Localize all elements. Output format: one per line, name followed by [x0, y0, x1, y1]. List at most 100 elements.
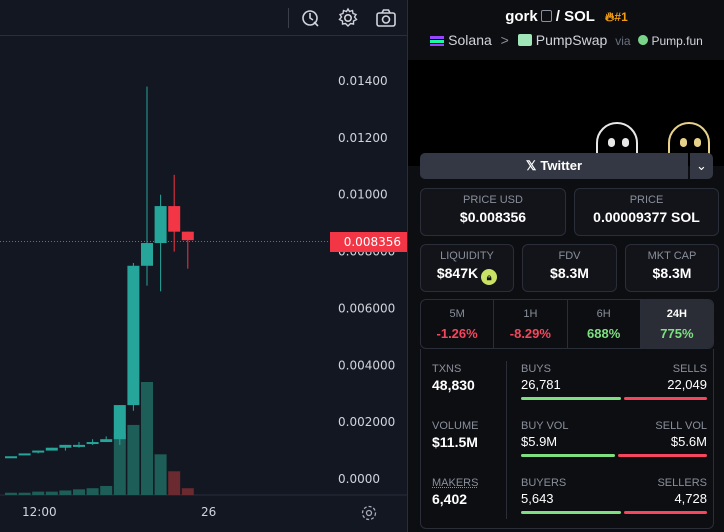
stats-divider	[506, 361, 507, 519]
pair-title: gork / SOL 🔥︎#1	[408, 8, 724, 25]
price-change: 688%	[587, 326, 621, 341]
toolbar-divider	[288, 8, 289, 28]
price-usd-label: PRICE USD	[463, 194, 523, 206]
liquidity-box: LIQUIDITY $847K 🔒︎	[420, 244, 514, 292]
txns-value: 48,830	[432, 377, 475, 393]
chart-toolbar	[0, 0, 407, 36]
sellvol-label: SELL VOL	[655, 420, 707, 432]
txns-stat: TXNS 48,830	[432, 363, 475, 393]
volume-bar	[73, 489, 85, 495]
candle-body	[18, 453, 31, 456]
pair-separator: /	[555, 8, 560, 25]
mcap-value: $8.3M	[652, 265, 692, 281]
candle-body	[141, 243, 153, 266]
volume-bar	[32, 491, 45, 495]
volume-value: $11.5M	[432, 434, 478, 450]
x-logo-icon: 𝕏	[525, 158, 537, 173]
quote-symbol: SOL	[564, 8, 595, 25]
price-change: -1.26%	[436, 326, 478, 341]
mcap-box: MKT CAP $8.3M	[625, 244, 719, 292]
liquidity-label: LIQUIDITY	[440, 250, 494, 262]
sellers-label: SELLERS	[657, 477, 707, 489]
candle-body	[59, 444, 72, 448]
gear-icon[interactable]	[337, 7, 359, 29]
tab-label: 5M	[449, 308, 465, 320]
sellvol-value: $5.6M	[670, 434, 707, 449]
price-native-box: PRICE 0.00009377 SOL	[574, 188, 719, 236]
sellers-value: 4,728	[674, 491, 707, 506]
buys-value: 26,781	[521, 377, 561, 392]
price-change: 775%	[660, 326, 694, 341]
via-label: via	[615, 34, 631, 48]
copy-icon[interactable]	[540, 10, 552, 22]
camera-icon[interactable]	[375, 7, 397, 29]
volume-bar	[59, 490, 72, 495]
buys-sells-stat: BUYS SELLS 26,781 22,049	[521, 363, 707, 400]
candle-body	[127, 265, 140, 406]
y-tick-label: 0.004000	[338, 358, 395, 372]
candle-body	[181, 231, 194, 241]
volume-bar	[100, 485, 113, 495]
volume-bar	[18, 492, 31, 495]
tab-5m[interactable]: 5M -1.26%	[421, 300, 495, 348]
y-tick-label: 0.0000	[338, 472, 380, 486]
price-usd-box: PRICE USD $0.008356	[420, 188, 566, 236]
tab-24h[interactable]: 24H 775%	[640, 300, 713, 348]
trending-rank: #1	[614, 10, 628, 24]
volume-bar	[168, 471, 181, 495]
candle-body	[168, 206, 181, 232]
timeframe-tabs: 5M -1.26% 1H -8.29% 6H 688% 24H 775%	[420, 299, 714, 349]
tab-6h[interactable]: 6H 688%	[568, 300, 641, 348]
chevron-right-icon: >	[500, 32, 509, 48]
sells-value: 22,049	[667, 377, 707, 392]
twitter-label: Twitter	[540, 158, 583, 173]
candlestick-plot: 0.014000.012000.010000.0080000.0060000.0…	[0, 74, 407, 519]
volume-bar	[5, 492, 17, 495]
txns-label: TXNS	[432, 363, 462, 375]
buyvol-label: BUY VOL	[521, 420, 569, 432]
base-symbol: gork	[505, 8, 538, 25]
price-native-value: 0.00009377 SOL	[593, 209, 700, 225]
fdv-value: $8.3M	[550, 265, 589, 281]
price-chart[interactable]: 0.014000.012000.010000.0080000.0060000.0…	[0, 0, 407, 532]
candle-body	[45, 447, 58, 451]
dex-link[interactable]: PumpSwap	[535, 32, 608, 48]
buyers-sellers-stat: BUYERS SELLERS 5,643 4,728	[521, 477, 707, 514]
buys-label: BUYS	[521, 363, 551, 375]
makers-label: MAKERS	[432, 477, 479, 489]
makers-value: 6,402	[432, 491, 468, 507]
buyers-label: BUYERS	[521, 477, 567, 489]
lock-icon[interactable]: 🔒︎	[481, 269, 498, 285]
buy-sell-vol-bar	[521, 454, 707, 457]
volume-bar	[113, 432, 126, 495]
tab-label: 24H	[666, 308, 687, 320]
y-tick-label: 0.01000	[338, 188, 388, 202]
launchpad-link[interactable]: Pump.fun	[651, 34, 703, 48]
price-native-label: PRICE	[629, 194, 664, 206]
price-change: -8.29%	[509, 326, 551, 341]
y-tick-label: 0.01400	[338, 74, 388, 88]
ghost-yellow-icon	[668, 122, 710, 166]
chain-link[interactable]: Solana	[448, 32, 492, 48]
buy-sell-vol-stat: BUY VOL SELL VOL $5.9M $5.6M	[521, 420, 707, 457]
volume-bar	[154, 454, 167, 495]
price-usd-value: $0.008356	[459, 209, 527, 225]
buyers-value: 5,643	[521, 491, 554, 506]
volume-bar	[141, 382, 153, 495]
pumpswap-logo-icon	[517, 34, 532, 46]
twitter-button[interactable]: 𝕏 Twitter	[420, 153, 688, 179]
tab-1h[interactable]: 1H -8.29%	[494, 300, 568, 348]
mcap-label: MKT CAP	[647, 250, 697, 262]
buyvol-value: $5.9M	[521, 434, 558, 449]
indicator-icon[interactable]	[299, 7, 321, 29]
x-tick-label: 26	[201, 505, 216, 519]
candle-body	[73, 444, 85, 447]
chart-settings-icon[interactable]	[360, 504, 378, 522]
candle-body	[86, 442, 99, 445]
volume-bar	[45, 491, 58, 495]
fdv-box: FDV $8.3M	[522, 244, 617, 292]
trade-stats: TXNS 48,830 VOLUME $11.5M MAKERS 6,402 B…	[420, 349, 714, 529]
y-tick-label: 0.006000	[338, 301, 395, 315]
volume-bar	[127, 424, 140, 495]
chevron-down-icon[interactable]: ⌄	[690, 153, 713, 179]
